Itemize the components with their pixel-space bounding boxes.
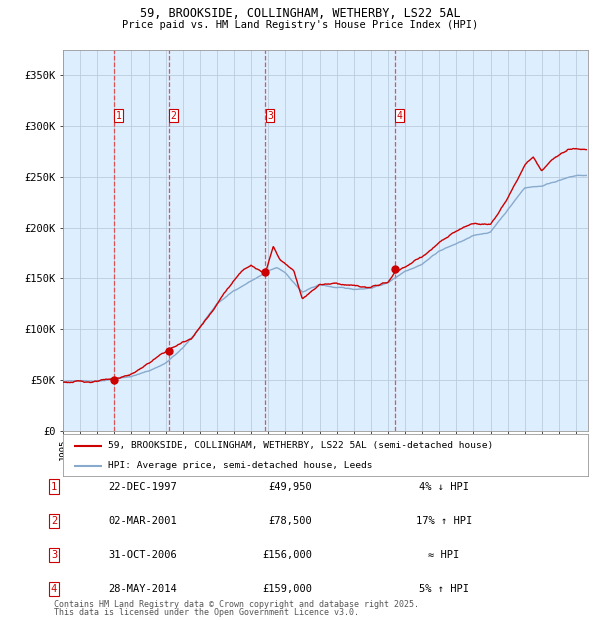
Text: £49,950: £49,950 — [268, 482, 312, 492]
Text: 31-OCT-2006: 31-OCT-2006 — [108, 550, 177, 560]
Text: £78,500: £78,500 — [268, 516, 312, 526]
Text: 4: 4 — [51, 584, 57, 594]
Text: 2: 2 — [51, 516, 57, 526]
Text: 28-MAY-2014: 28-MAY-2014 — [108, 584, 177, 594]
Text: £159,000: £159,000 — [262, 584, 312, 594]
Text: 5% ↑ HPI: 5% ↑ HPI — [419, 584, 469, 594]
Text: ≈ HPI: ≈ HPI — [428, 550, 460, 560]
Text: 1: 1 — [51, 482, 57, 492]
Text: 3: 3 — [51, 550, 57, 560]
Text: 22-DEC-1997: 22-DEC-1997 — [108, 482, 177, 492]
Text: £156,000: £156,000 — [262, 550, 312, 560]
Text: 4: 4 — [397, 111, 403, 121]
Text: 3: 3 — [267, 111, 273, 121]
Text: 59, BROOKSIDE, COLLINGHAM, WETHERBY, LS22 5AL (semi-detached house): 59, BROOKSIDE, COLLINGHAM, WETHERBY, LS2… — [107, 441, 493, 450]
Text: Price paid vs. HM Land Registry's House Price Index (HPI): Price paid vs. HM Land Registry's House … — [122, 20, 478, 30]
Text: 17% ↑ HPI: 17% ↑ HPI — [416, 516, 472, 526]
Text: 4% ↓ HPI: 4% ↓ HPI — [419, 482, 469, 492]
Text: This data is licensed under the Open Government Licence v3.0.: This data is licensed under the Open Gov… — [54, 608, 359, 617]
Text: HPI: Average price, semi-detached house, Leeds: HPI: Average price, semi-detached house,… — [107, 461, 372, 470]
Text: 2: 2 — [170, 111, 176, 121]
Text: Contains HM Land Registry data © Crown copyright and database right 2025.: Contains HM Land Registry data © Crown c… — [54, 600, 419, 609]
Text: 59, BROOKSIDE, COLLINGHAM, WETHERBY, LS22 5AL: 59, BROOKSIDE, COLLINGHAM, WETHERBY, LS2… — [140, 7, 460, 20]
Text: 02-MAR-2001: 02-MAR-2001 — [108, 516, 177, 526]
Text: 1: 1 — [116, 111, 121, 121]
